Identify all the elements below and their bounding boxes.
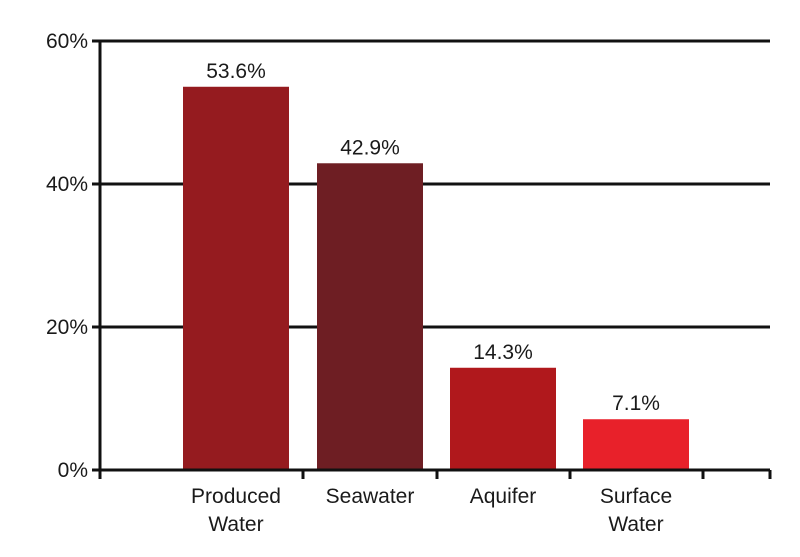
y-tick-label: 0% [58,459,88,482]
x-tick-label: Seawater [326,485,415,508]
bars [183,86,689,470]
data-label: 7.1% [612,392,660,415]
y-tick-label: 60% [46,30,88,53]
bar-3 [583,419,689,470]
data-label: 53.6% [206,60,266,83]
y-axis-ticks: 0% 20% 40% 60% [46,30,100,482]
x-tick-label: Produced Water [191,485,281,536]
data-label: 14.3% [473,341,533,364]
bar-2 [450,367,556,470]
y-tick-label: 40% [46,173,88,196]
bar-1 [317,163,423,470]
bar-0 [183,86,289,470]
x-tick-label: Aquifer [470,485,537,508]
data-label: 42.9% [340,136,400,159]
y-tick-label: 20% [46,316,88,339]
value-labels: 53.6% 42.9% 14.3% 7.1% [206,60,660,415]
category-labels: Produced Water Seawater Aquifer Surface Water [191,485,672,536]
x-tick-label: Surface Water [600,485,672,536]
